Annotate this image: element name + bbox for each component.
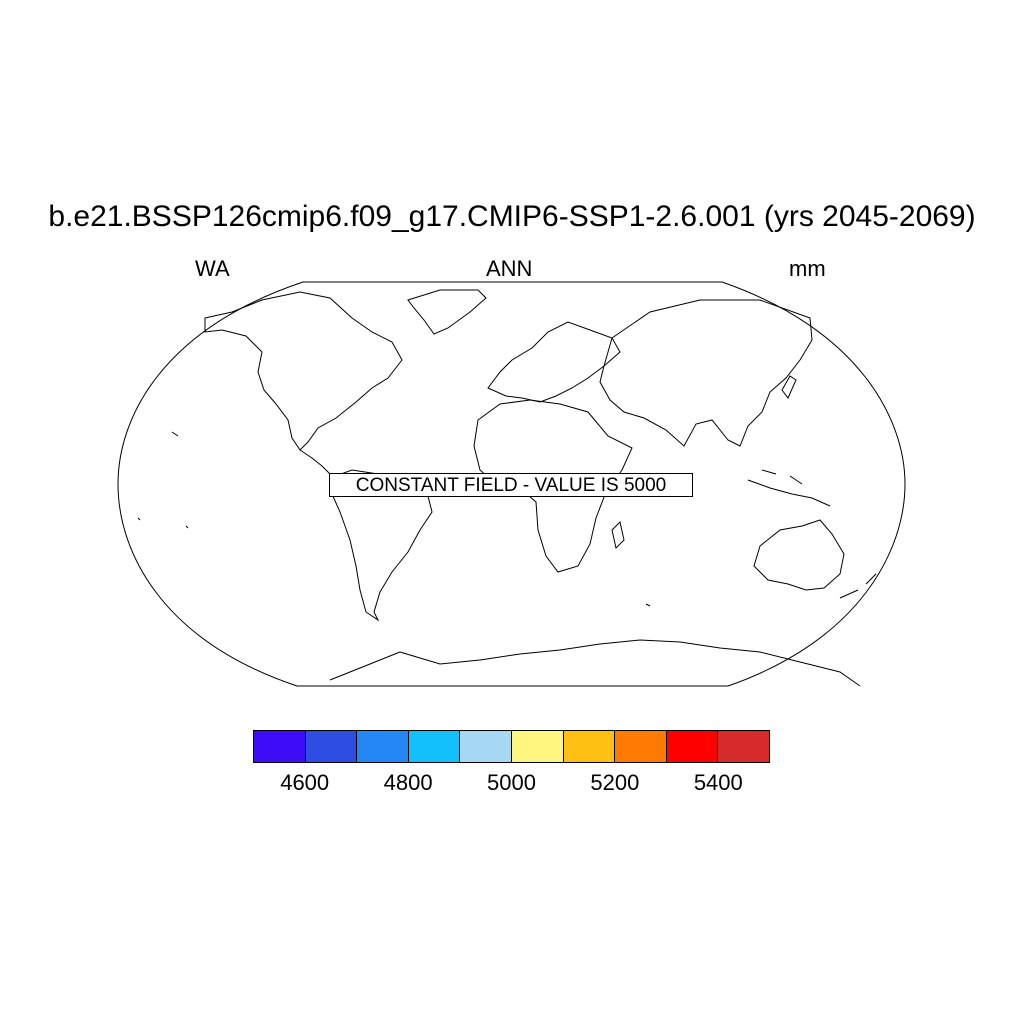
constant-field-annotation: CONSTANT FIELD - VALUE IS 5000 xyxy=(329,473,693,497)
colorbar-label: 5200 xyxy=(590,770,640,795)
colorbar-box xyxy=(460,731,512,762)
coast-new-zealand xyxy=(839,573,877,599)
coast-madagascar xyxy=(611,521,625,549)
colorbar-label: 5000 xyxy=(487,770,536,795)
coast-central-america xyxy=(299,449,331,475)
colorbar-label: 5400 xyxy=(693,770,743,795)
coast-australia xyxy=(753,519,845,591)
colorbar-label: 4600 xyxy=(280,770,330,795)
season-label: ANN xyxy=(486,256,533,281)
coast-islands xyxy=(137,431,651,607)
coast-europe xyxy=(487,321,621,403)
colorbar-box xyxy=(718,731,769,762)
colorbar-box xyxy=(254,731,306,762)
coast-greenland xyxy=(407,289,487,335)
units-label: mm xyxy=(789,256,826,281)
coast-asia xyxy=(599,299,813,447)
colorbar-box xyxy=(305,731,358,762)
colorbar-label: 4800 xyxy=(383,770,433,795)
coast-north-america xyxy=(204,291,403,451)
colorbar-box xyxy=(408,731,461,762)
variable-label: WA xyxy=(195,256,230,281)
colorbar-box xyxy=(357,731,409,762)
plot-title: b.e21.BSSP126cmip6.f09_g17.CMIP6-SSP1-2.… xyxy=(48,200,976,233)
colorbar-box xyxy=(511,731,564,762)
colorbar-box xyxy=(666,731,719,762)
coast-indonesia xyxy=(747,469,831,507)
colorbar xyxy=(253,730,770,763)
coast-japan xyxy=(781,375,797,399)
colorbar-box xyxy=(615,731,667,762)
coast-antarctica xyxy=(329,639,861,687)
colorbar-box xyxy=(563,731,616,762)
map-border xyxy=(117,281,906,687)
coastlines xyxy=(137,289,877,687)
